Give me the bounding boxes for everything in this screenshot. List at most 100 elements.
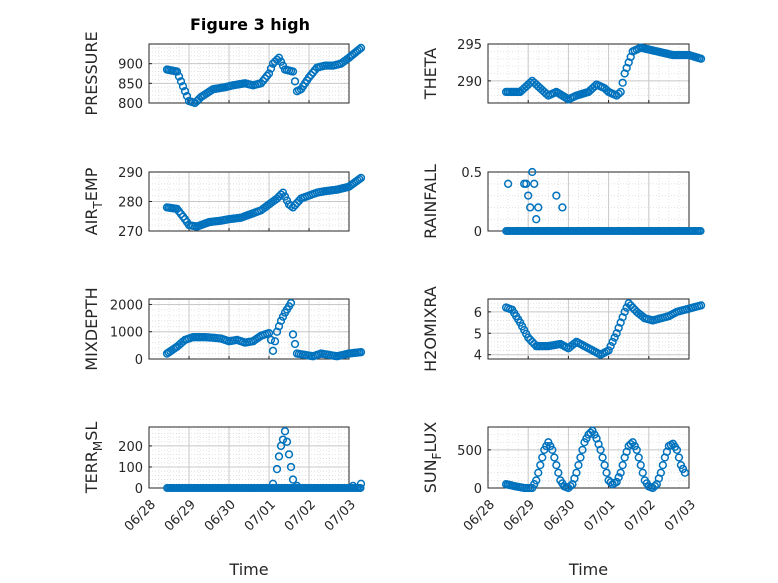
ytick-label: 290: [457, 75, 482, 90]
panel-air_temp: 270 280 290 AIRTEMP: [82, 166, 366, 240]
data-point: [530, 179, 539, 188]
panel-terr_msl: 0 100 200 TERRMSL 06/28 06/29 06/30 07/01 07/02 0…: [82, 422, 366, 579]
ytick-label: 295: [457, 38, 482, 53]
ytick-label: 850: [118, 77, 143, 92]
xtick-label: 07/02: [622, 497, 659, 534]
ytick-label: 0: [135, 353, 143, 368]
data-point: [602, 468, 611, 477]
data-point: [286, 298, 296, 308]
data-point: [576, 453, 585, 462]
data-point: [680, 468, 690, 477]
data-point: [672, 445, 682, 455]
data-point: [578, 445, 587, 455]
xtick-label: 07/01: [581, 497, 618, 534]
xtick-label: 06/29: [162, 497, 199, 534]
ytick-label: 200: [118, 440, 143, 455]
ylabel: SUNFLUX: [421, 422, 444, 494]
data-point: [288, 475, 298, 484]
data-point: [356, 173, 366, 183]
data-point: [610, 333, 619, 342]
data-point: [503, 179, 513, 188]
xtick-label: 07/03: [662, 497, 699, 534]
data-point: [618, 460, 627, 470]
xtick-label: 06/28: [122, 497, 159, 534]
ytick-label: 800: [118, 97, 143, 112]
data-point: [614, 323, 623, 333]
xtick-label: 07/03: [322, 497, 359, 534]
data-point: [286, 462, 296, 472]
data-point: [598, 453, 607, 462]
ytick-label: 900: [118, 58, 143, 73]
axes-box: [148, 298, 350, 360]
data-point: [634, 453, 643, 462]
ytick-label: 0: [135, 482, 143, 497]
data-point: [268, 346, 278, 355]
ytick-label: 2000: [110, 298, 143, 313]
data-point: [526, 203, 535, 212]
ytick-label: 0: [474, 482, 482, 497]
data-point: [612, 329, 621, 338]
data-point: [282, 196, 292, 205]
data-point: [656, 468, 666, 477]
xlabel: Time: [568, 560, 608, 579]
ytick-label: 1000: [110, 326, 143, 341]
data-point-baseline: [356, 484, 365, 492]
panel-h2omixra: 4 5 6 H2OMIXRA: [421, 286, 706, 372]
ylabel: TERRMSL: [82, 422, 105, 495]
ylabel: H2OMIXRA: [421, 286, 440, 372]
data-point: [278, 188, 288, 197]
data-point: [566, 481, 575, 491]
data-point: [650, 481, 659, 491]
axes-box: [487, 426, 690, 489]
data-point: [606, 341, 615, 351]
data-point: [604, 346, 613, 355]
axes-box: [487, 171, 690, 232]
data-point: [534, 468, 543, 477]
data-point: [266, 64, 276, 73]
data-point: [612, 477, 621, 487]
data-point: [272, 55, 282, 64]
data-point: [270, 337, 280, 346]
panel-pressure: 800 850 900 PRESSURE: [82, 31, 366, 116]
data-point: [356, 479, 366, 488]
data-point: [538, 453, 547, 462]
xlabel: Time: [228, 560, 268, 579]
data-point: [280, 192, 290, 201]
axes-box: [487, 298, 690, 360]
data-point: [276, 316, 286, 325]
panel-sun_flux: 0 500 SUNFLUX 06/28 06/29 06/30 07/01 07/02 07/0…: [421, 422, 699, 579]
ylabel: THETA: [421, 48, 440, 100]
data-point: [558, 203, 567, 212]
data-point: [618, 78, 627, 87]
ytick-label: 290: [118, 166, 143, 181]
data-point: [182, 91, 192, 101]
data-point: [174, 72, 184, 81]
data-point: [280, 427, 290, 436]
data-point: [290, 339, 300, 349]
ylabel: PRESSURE: [82, 31, 101, 115]
subplot-grid: 800 850 900 PRESSURE 290 295 THETA 270 280 290 AIR…: [82, 31, 706, 579]
data-point: [172, 67, 182, 76]
data-point: [278, 312, 288, 321]
data-point: [552, 460, 561, 470]
data-point: [674, 453, 684, 462]
figure-title: Figure 3 high: [190, 15, 310, 34]
data-point: [658, 460, 668, 470]
data-point: [608, 337, 617, 347]
ytick-label: 4: [474, 349, 482, 364]
data-point: [616, 318, 625, 327]
xtick-label: 06/30: [541, 497, 578, 534]
xtick-label: 06/30: [202, 497, 239, 534]
data-point: [522, 179, 531, 188]
data-point: [180, 87, 190, 96]
data-point: [178, 82, 188, 91]
data-point: [548, 445, 557, 455]
data-point: [528, 167, 537, 177]
data-point: [532, 215, 541, 224]
data-point: [632, 445, 641, 455]
data-point: [536, 460, 545, 470]
data-point: [276, 190, 286, 199]
data-point: [355, 45, 364, 54]
data-point: [626, 440, 635, 449]
